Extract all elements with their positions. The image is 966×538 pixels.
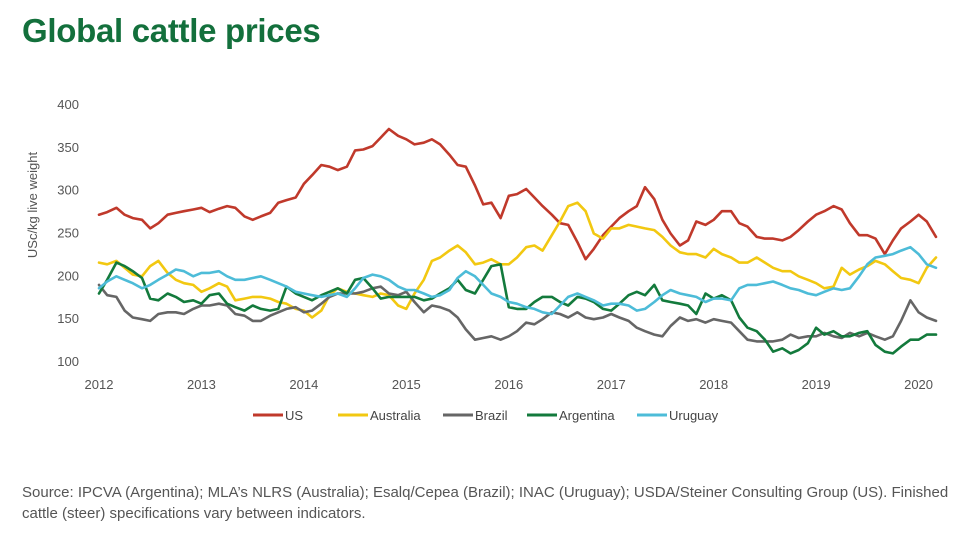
y-tick-label: 400 xyxy=(57,97,79,112)
x-tick-label: 2014 xyxy=(289,377,318,392)
series-line-brazil xyxy=(97,283,938,343)
line-chart: USc/kg live weight 100 150 200 250 300 350 400… xyxy=(25,97,938,423)
legend-label-australia: Australia xyxy=(370,408,421,423)
x-axis-ticks: 2012 2013 2014 2015 2016 2017 2018 2019 2020 xyxy=(85,377,933,392)
x-tick-label: 2018 xyxy=(699,377,728,392)
series-line-uruguay xyxy=(97,245,938,316)
x-tick-label: 2013 xyxy=(187,377,216,392)
series-line-australia xyxy=(97,201,938,319)
series-line-argentina xyxy=(97,261,938,355)
y-tick-label: 100 xyxy=(57,354,79,369)
y-axis-ticks: 100 150 200 250 300 350 400 xyxy=(57,97,79,369)
legend-label-uruguay: Uruguay xyxy=(669,408,719,423)
y-axis-title: USc/kg live weight xyxy=(25,152,40,259)
x-tick-label: 2019 xyxy=(802,377,831,392)
x-tick-label: 2015 xyxy=(392,377,421,392)
y-tick-label: 150 xyxy=(57,311,79,326)
legend-label-argentina: Argentina xyxy=(559,408,615,423)
legend: US Australia Brazil Argentina Uruguay xyxy=(253,408,719,423)
x-tick-label: 2017 xyxy=(597,377,626,392)
legend-label-brazil: Brazil xyxy=(475,408,508,423)
x-tick-label: 2012 xyxy=(85,377,114,392)
y-tick-label: 200 xyxy=(57,268,79,283)
legend-label-us: US xyxy=(285,408,303,423)
y-tick-label: 350 xyxy=(57,140,79,155)
x-tick-label: 2020 xyxy=(904,377,933,392)
y-tick-label: 250 xyxy=(57,226,79,241)
series-lines xyxy=(97,127,938,355)
series-line-us xyxy=(97,127,938,261)
y-tick-label: 300 xyxy=(57,183,79,198)
source-note: Source: IPCVA (Argentina); MLA’s NLRS (A… xyxy=(22,484,949,522)
chart-title: Global cattle prices xyxy=(22,12,321,49)
x-tick-label: 2016 xyxy=(494,377,523,392)
